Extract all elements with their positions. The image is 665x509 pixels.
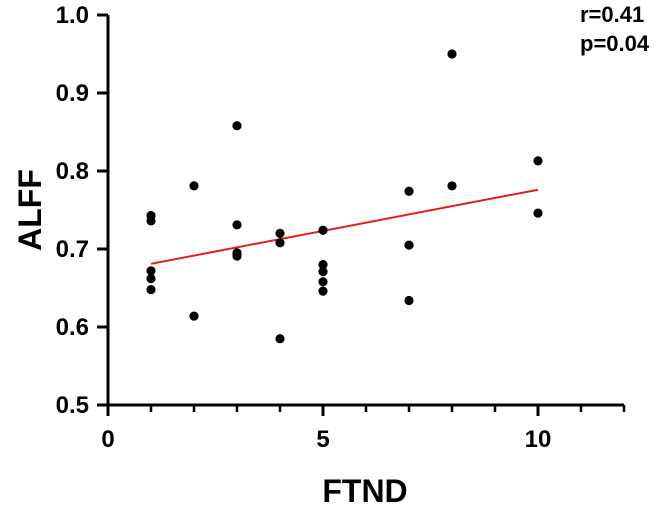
x-axis-title: FTND <box>322 473 407 509</box>
x-tick-label: 5 <box>316 426 329 453</box>
data-point <box>275 228 285 238</box>
data-point <box>146 266 156 276</box>
data-point <box>318 260 328 270</box>
y-axis-title: ALFF <box>12 169 48 251</box>
y-tick-label: 0.7 <box>56 236 89 263</box>
y-tick-label: 0.9 <box>56 80 89 107</box>
data-point <box>533 208 543 218</box>
data-point <box>275 334 285 344</box>
tick-labels: 0 5 10 0.5 0.6 0.7 0.8 0.9 1.0 <box>56 2 552 453</box>
annotation-p: p=0.04 <box>580 31 650 56</box>
data-point <box>318 225 328 235</box>
data-point <box>146 284 156 295</box>
data-point <box>447 181 457 191</box>
annotation-r: r=0.41 <box>580 2 644 27</box>
data-point <box>146 216 156 226</box>
regression-line-group <box>150 188 539 265</box>
data-point <box>318 286 328 296</box>
data-point <box>533 156 543 166</box>
data-points <box>146 49 543 344</box>
axes <box>97 13 626 416</box>
data-point <box>318 267 328 277</box>
y-tick-label: 0.8 <box>56 158 89 185</box>
data-point <box>189 181 199 191</box>
regression-line <box>150 188 539 265</box>
data-point <box>404 240 414 250</box>
data-point <box>232 220 242 230</box>
data-point <box>404 295 414 306</box>
y-tick-label: 0.6 <box>56 314 89 341</box>
x-tick-label: 0 <box>101 426 114 453</box>
data-point <box>189 311 199 321</box>
x-tick-label: 10 <box>525 426 552 453</box>
data-point <box>232 121 242 131</box>
y-tick-label: 1.0 <box>56 2 89 29</box>
data-point <box>318 277 328 287</box>
data-point <box>146 274 156 284</box>
y-tick-label: 0.5 <box>56 392 89 419</box>
data-point <box>404 186 414 196</box>
data-point <box>447 49 457 59</box>
data-point <box>232 251 242 261</box>
data-point <box>275 238 285 248</box>
